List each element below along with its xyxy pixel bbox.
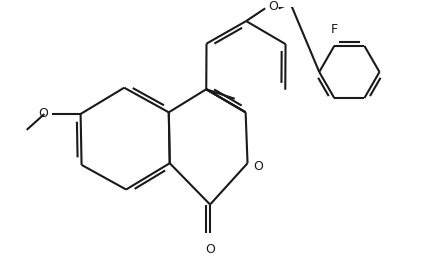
Text: O: O (253, 160, 263, 173)
Text: F: F (331, 23, 338, 36)
Text: O: O (205, 243, 215, 256)
Text: O: O (38, 108, 48, 120)
Text: O: O (268, 0, 278, 13)
